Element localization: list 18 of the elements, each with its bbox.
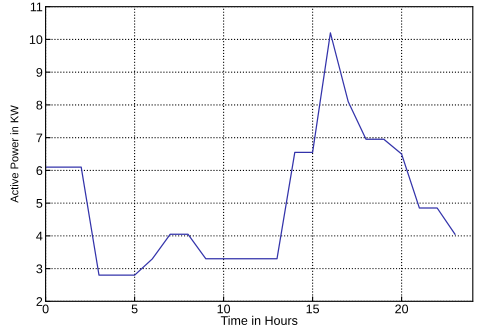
y-tick-label: 5	[36, 199, 42, 208]
y-tick-label: 9	[36, 68, 42, 77]
x-tick-label: 0	[42, 304, 49, 314]
line-series	[46, 32, 456, 276]
y-tick-label: 6	[36, 166, 42, 176]
x-axis-title: Time in Hours	[220, 316, 298, 325]
y-tick-label: 10	[30, 35, 42, 44]
x-tick-label: 10	[218, 304, 230, 314]
y-tick-label: 11	[30, 2, 42, 12]
x-tick-label: 20	[395, 304, 408, 314]
x-tick-label: 15	[306, 304, 320, 314]
x-tick-label: 5	[132, 304, 138, 314]
y-tick-label: 3	[36, 264, 42, 274]
y-tick-label: 4	[36, 232, 42, 240]
y-tick-label: 2	[36, 297, 42, 306]
y-axis-title: Active Power in KW	[10, 105, 18, 203]
y-tick-label: 7	[36, 134, 42, 142]
y-tick-label: 8	[36, 100, 42, 110]
